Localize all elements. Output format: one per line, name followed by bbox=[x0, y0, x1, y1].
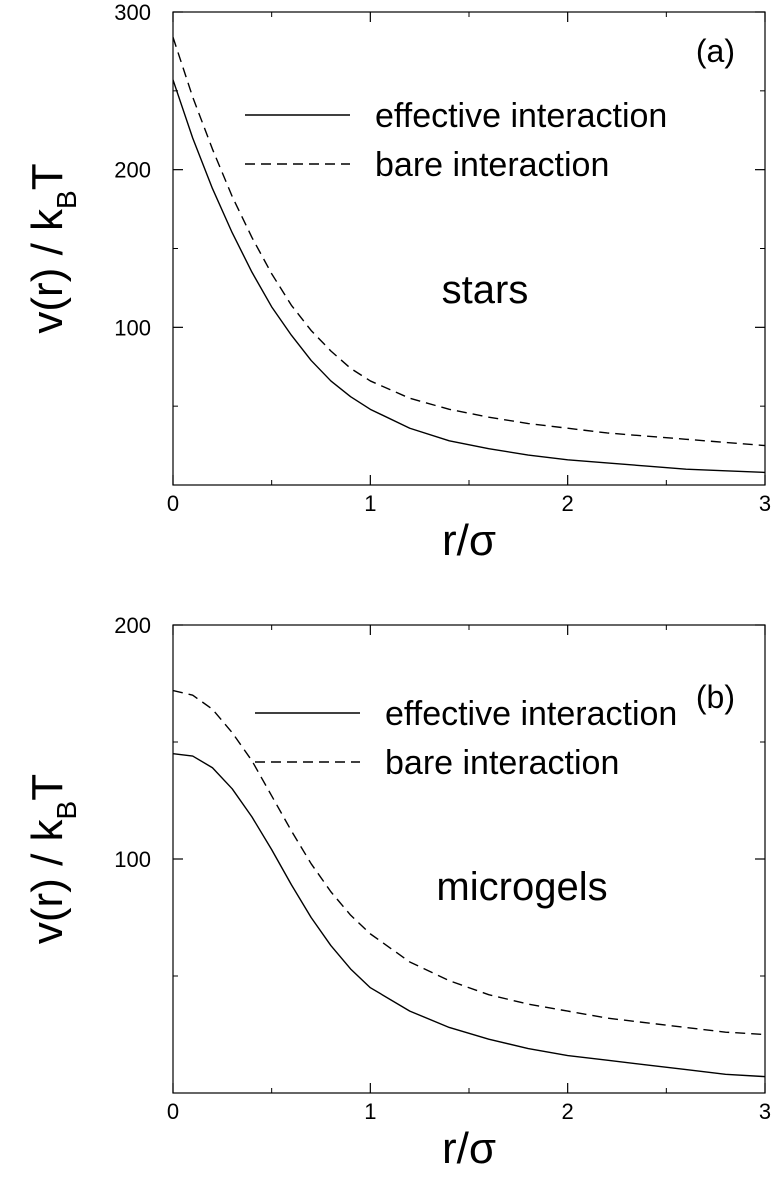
annotation: stars bbox=[442, 268, 529, 312]
legend-label: effective interaction bbox=[375, 97, 667, 135]
plot-frame bbox=[172, 11, 766, 486]
x-axis-label: r/σ bbox=[442, 516, 496, 565]
legend-label: bare interaction bbox=[385, 744, 619, 782]
x-axis-label: r/σ bbox=[442, 1124, 496, 1173]
legend-label: bare interaction bbox=[375, 146, 609, 184]
x-tick-label: 2 bbox=[562, 1099, 574, 1124]
x-tick-label: 1 bbox=[364, 1099, 376, 1124]
panel-tag: (b) bbox=[696, 679, 735, 715]
y-axis-label-main: v(r) / k bbox=[23, 208, 72, 334]
series-line-bare bbox=[173, 689, 765, 1036]
y-axis-label: v(r) / kBT bbox=[23, 774, 82, 944]
x-tick-label: 0 bbox=[167, 1099, 179, 1124]
y-axis-label-end: T bbox=[23, 163, 72, 190]
y-tick-label: 200 bbox=[114, 158, 151, 183]
y-axis-label-main: v(r) / k bbox=[23, 818, 72, 944]
y-axis-label-subscript: B bbox=[51, 190, 82, 209]
y-axis-label: v(r) / kBT bbox=[23, 163, 82, 333]
x-tick-label: 3 bbox=[759, 1099, 771, 1124]
y-axis-label-end: T bbox=[23, 774, 72, 801]
x-tick-label: 3 bbox=[759, 491, 771, 516]
y-tick-label: 200 bbox=[114, 613, 151, 638]
y-tick-label: 100 bbox=[114, 847, 151, 872]
y-tick-label: 300 bbox=[114, 0, 151, 25]
y-tick-label: 100 bbox=[114, 315, 151, 340]
y-axis-label-subscript: B bbox=[51, 801, 82, 820]
annotation: microgels bbox=[436, 865, 607, 909]
series-line-effective bbox=[173, 79, 765, 474]
x-tick-label: 2 bbox=[562, 491, 574, 516]
x-tick-label: 0 bbox=[167, 491, 179, 516]
series-line-bare bbox=[173, 37, 765, 447]
series-line-effective bbox=[173, 753, 765, 1078]
x-tick-label: 1 bbox=[364, 491, 376, 516]
panel-tag: (a) bbox=[696, 33, 735, 69]
legend-label: effective interaction bbox=[385, 695, 677, 733]
